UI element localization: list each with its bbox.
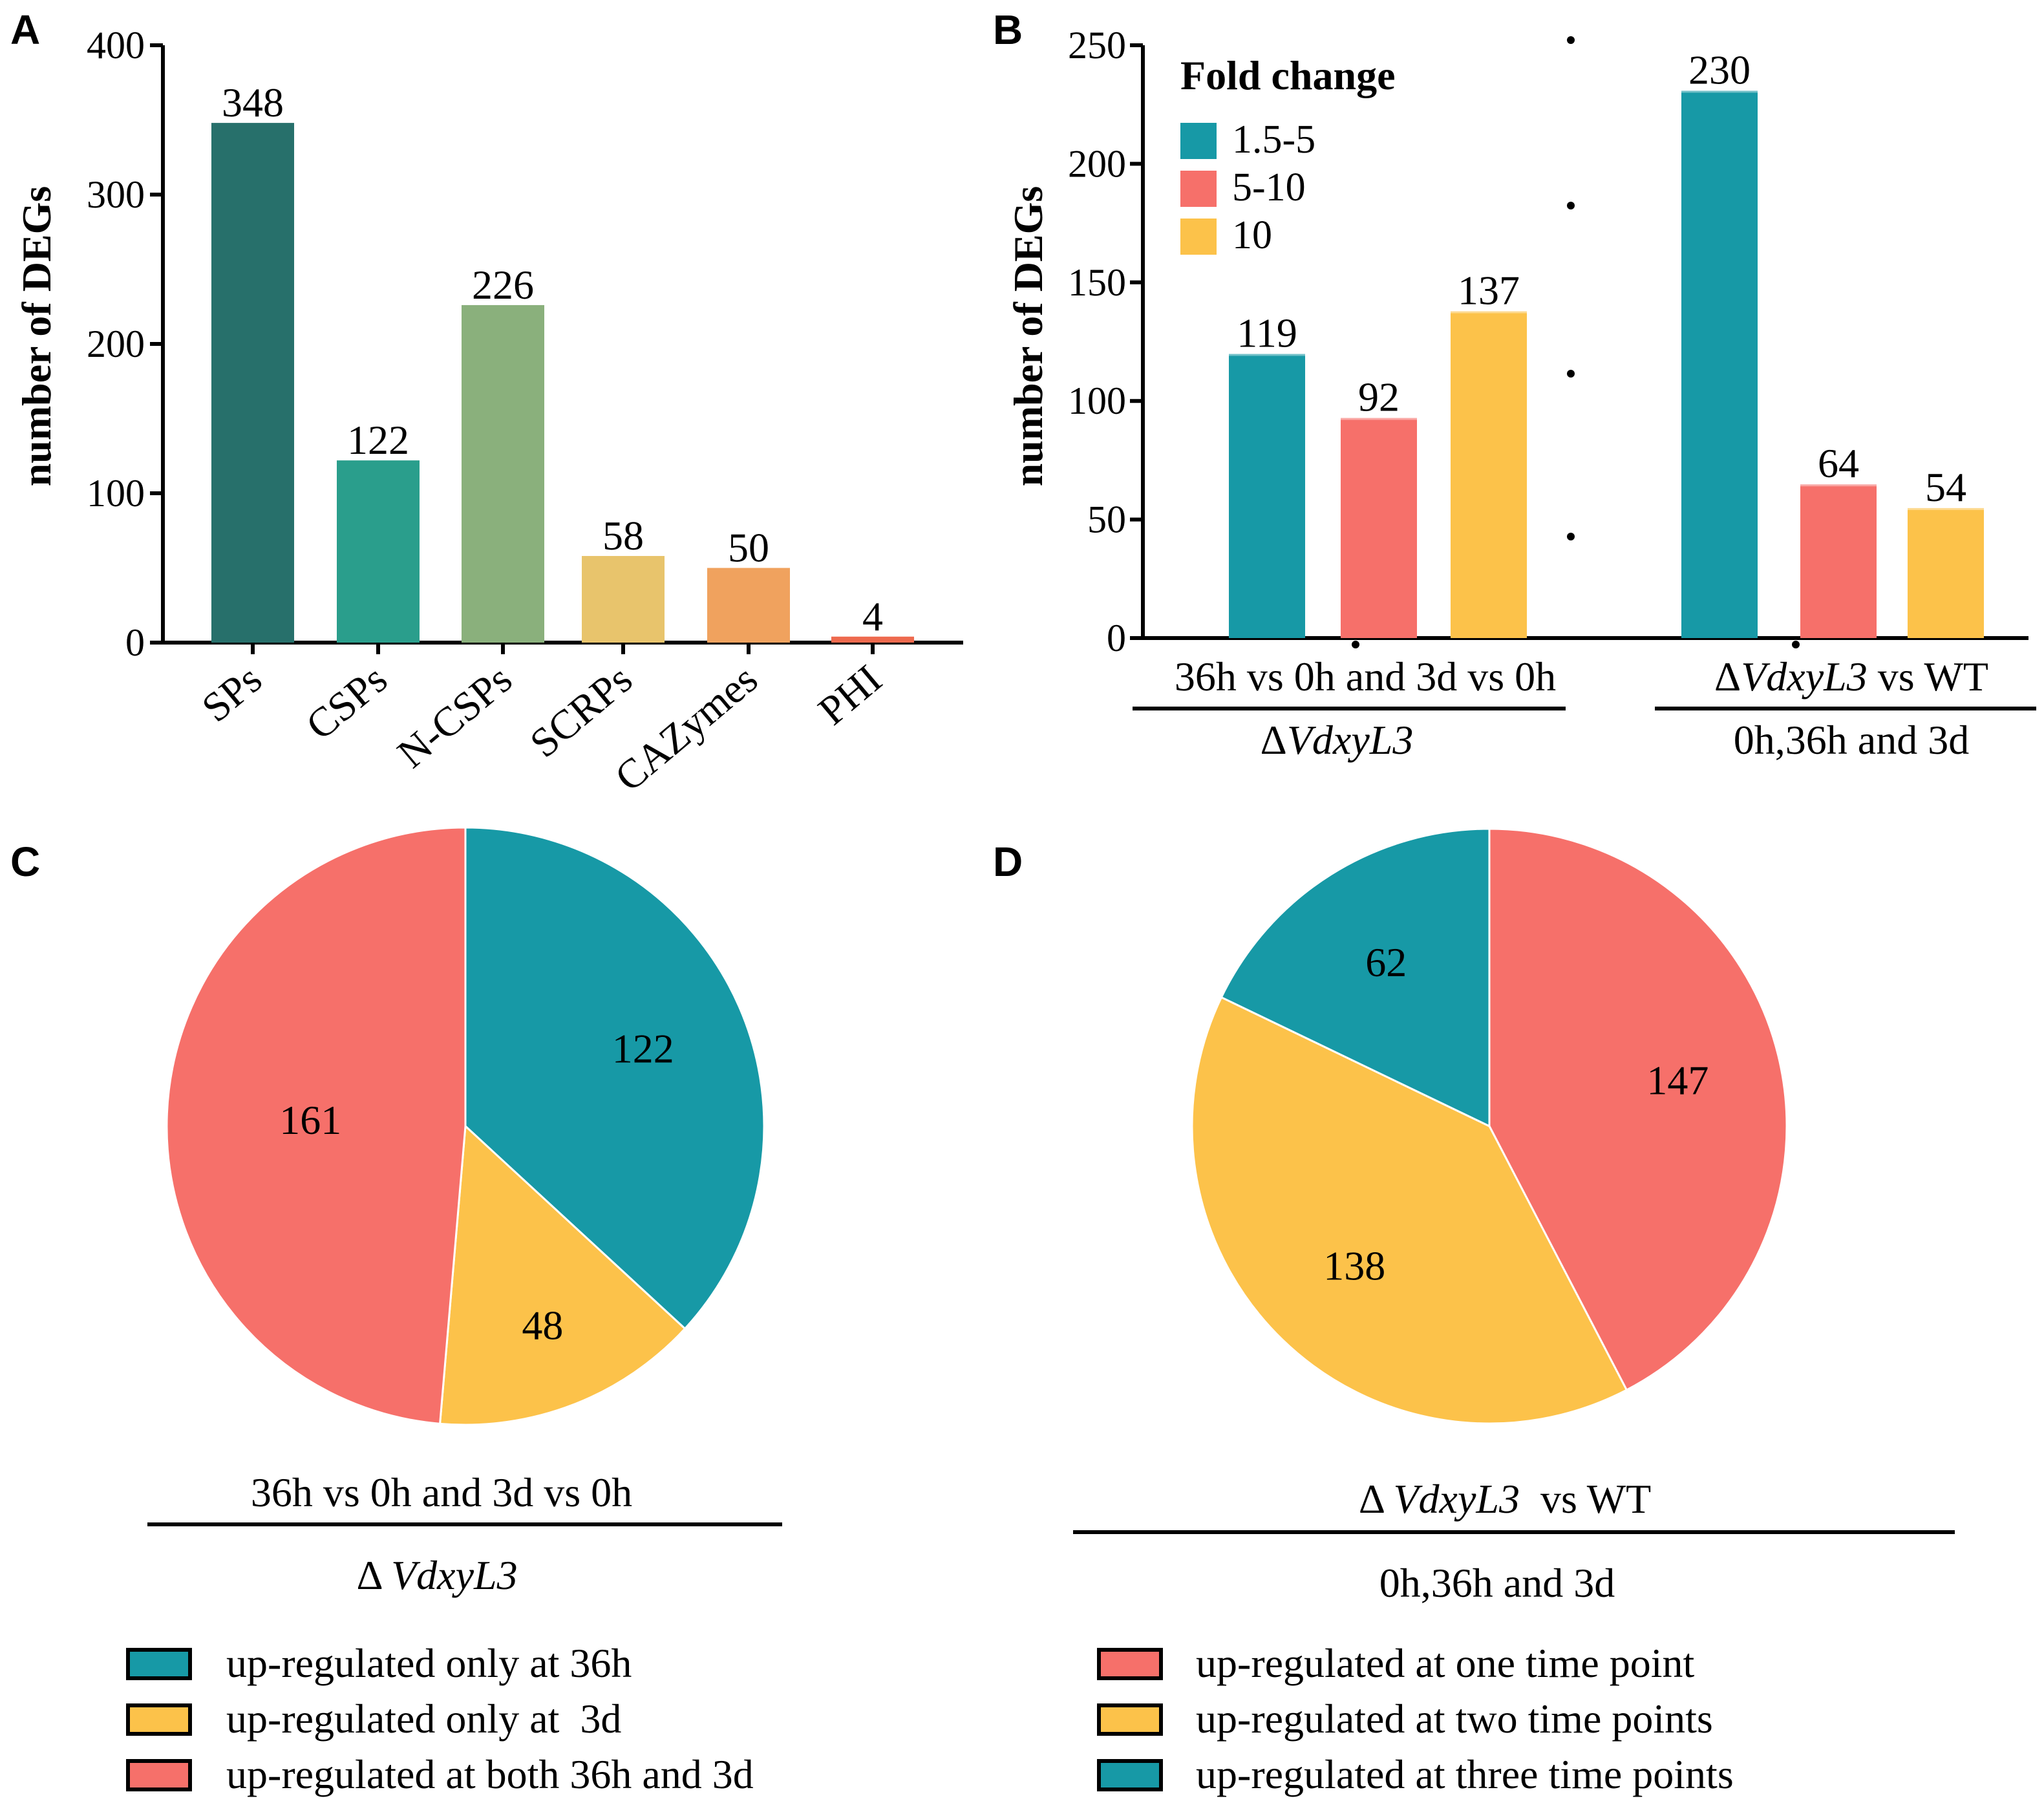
c-legend-swatch (126, 1648, 192, 1680)
b-separator-dot (1567, 370, 1575, 378)
a-x-tick-label: CAZymes (606, 656, 766, 800)
b-y-tick-label: 0 (1107, 617, 1126, 659)
b-data-label: 230 (1688, 47, 1751, 92)
panel-letter-a: A (10, 6, 40, 53)
d-legend-swatch (1097, 1703, 1163, 1736)
b-bar-group2 (1800, 486, 1877, 638)
b-y-axis-label: number of DEGs (1005, 186, 1051, 487)
b-bar-group2 (1908, 509, 1984, 638)
b-bar-group1 (1341, 420, 1417, 638)
a-bar-phi (831, 636, 914, 643)
b-group2-sublabel: 0h,36h and 3d (1734, 717, 1969, 763)
a-data-label: 58 (602, 513, 644, 559)
a-y-tick-label: 300 (87, 173, 145, 216)
d-caption-top: Δ VdxyL3 vs WT (1359, 1476, 1651, 1522)
c-legend-swatch (126, 1703, 192, 1736)
a-data-label: 50 (728, 525, 769, 571)
panel-a-bar-chart: 0 100 200 300 400 number of DEGs 348 SPs 122 CSPs… (14, 24, 963, 800)
b-data-label: 64 (1818, 440, 1859, 486)
a-bar-sps (211, 123, 294, 643)
a-x-tick-label: N-CSPs (389, 656, 520, 776)
a-y-axis-label: number of DEGs (14, 186, 59, 487)
b-y-tick-label: 250 (1068, 24, 1126, 67)
c-slice (165, 826, 467, 1425)
d-slice (1488, 827, 1788, 1392)
b-data-label: 54 (1925, 464, 1966, 510)
b-bar-group1 (1451, 313, 1527, 638)
d-slice-value: 62 (1365, 939, 1407, 985)
b-legend-title: Fold change (1180, 52, 1395, 98)
c-caption-top: 36h vs 0h and 3d vs 0h (251, 1469, 632, 1515)
b-y-tick-label: 200 (1068, 142, 1126, 185)
a-data-label: 4 (862, 593, 883, 639)
d-legend-swatch (1097, 1648, 1163, 1680)
b-bar-group1 (1229, 356, 1305, 638)
c-caption-bottom: Δ VdxyL3 (356, 1552, 517, 1598)
b-legend-swatch (1180, 171, 1217, 207)
d-legend-label: up-regulated at three time points (1196, 1751, 1734, 1797)
panel-b-grouped-bar-chart: 0 50 100 150 200 250 number of DEGs Fold change… (1005, 24, 2036, 763)
a-y-tick-label: 100 (87, 472, 145, 515)
d-caption-bottom: 0h,36h and 3d (1379, 1560, 1615, 1606)
b-separator-dot (1567, 533, 1575, 540)
d-legend-label: up-regulated at one time point (1196, 1640, 1695, 1686)
c-legend-label: up-regulated at both 36h and 3d (226, 1751, 754, 1797)
b-legend-label: 1.5-5 (1232, 118, 1315, 162)
b-group1-label: 36h vs 0h and 3d vs 0h (1175, 654, 1556, 699)
a-x-tick-label: SPs (193, 656, 270, 731)
c-slice-value: 122 (612, 1026, 674, 1072)
a-bar-scrps (582, 556, 665, 643)
b-legend-swatch (1180, 219, 1217, 255)
b-x-tick-dot (1792, 641, 1800, 648)
d-slice (1191, 996, 1628, 1425)
a-x-tick-label: SCRPs (521, 656, 641, 766)
panel-letter-d: D (993, 838, 1023, 885)
b-y-tick-label: 150 (1068, 261, 1126, 304)
b-legend-label: 10 (1232, 213, 1272, 257)
panel-c-pie-chart: 122 48 161 36h vs 0h and 3d vs 0h Δ VdxyL3 up… (126, 826, 782, 1797)
panel-d-pie-chart: 147 138 62 Δ VdxyL3 vs WT 0h,36h and 3d up-re… (1073, 827, 1955, 1797)
b-separator-dot (1567, 202, 1575, 209)
a-bar-cazymes (707, 568, 790, 643)
c-legend-label: up-regulated only at 3d (226, 1696, 621, 1742)
a-bar-n-csps (462, 304, 544, 643)
b-legend-swatch (1180, 123, 1217, 159)
b-group1-sublabel: ΔVdxyL3 (1261, 717, 1414, 763)
a-y-tick-label: 0 (125, 621, 145, 664)
c-slice (438, 1124, 687, 1426)
b-separator-dot (1567, 36, 1575, 44)
b-legend-label: 5-10 (1232, 165, 1306, 209)
d-slice (1220, 827, 1491, 1128)
d-slice-value: 138 (1323, 1243, 1385, 1288)
d-slice-value: 147 (1646, 1058, 1709, 1104)
b-data-label: 119 (1237, 310, 1297, 356)
d-legend-swatch (1097, 1759, 1163, 1791)
c-slice-value: 48 (522, 1303, 563, 1349)
b-data-label: 92 (1358, 374, 1400, 420)
b-y-tick-label: 100 (1068, 379, 1126, 422)
b-group2-label: ΔVdxyL3 vs WT (1714, 654, 1988, 699)
a-bar-csps (337, 460, 420, 643)
b-data-label: 137 (1458, 267, 1520, 313)
b-y-tick-label: 50 (1087, 498, 1126, 541)
b-bar-group2 (1681, 92, 1758, 639)
c-slice-value: 161 (279, 1097, 341, 1143)
panel-letter-c: C (10, 838, 40, 885)
a-y-tick-label: 200 (87, 323, 145, 365)
a-x-tick-label: PHI (809, 656, 890, 734)
c-legend-label: up-regulated only at 36h (226, 1640, 632, 1686)
c-legend-swatch (126, 1759, 192, 1791)
c-slice (464, 826, 765, 1330)
b-x-tick-dot (1352, 641, 1359, 648)
a-data-label: 226 (472, 262, 534, 308)
a-y-tick-label: 400 (87, 24, 145, 67)
a-data-label: 348 (222, 80, 284, 125)
a-data-label: 122 (347, 417, 409, 463)
panel-letter-b: B (993, 6, 1023, 53)
d-legend-label: up-regulated at two time points (1196, 1696, 1713, 1742)
a-x-tick-label: CSPs (297, 656, 396, 749)
